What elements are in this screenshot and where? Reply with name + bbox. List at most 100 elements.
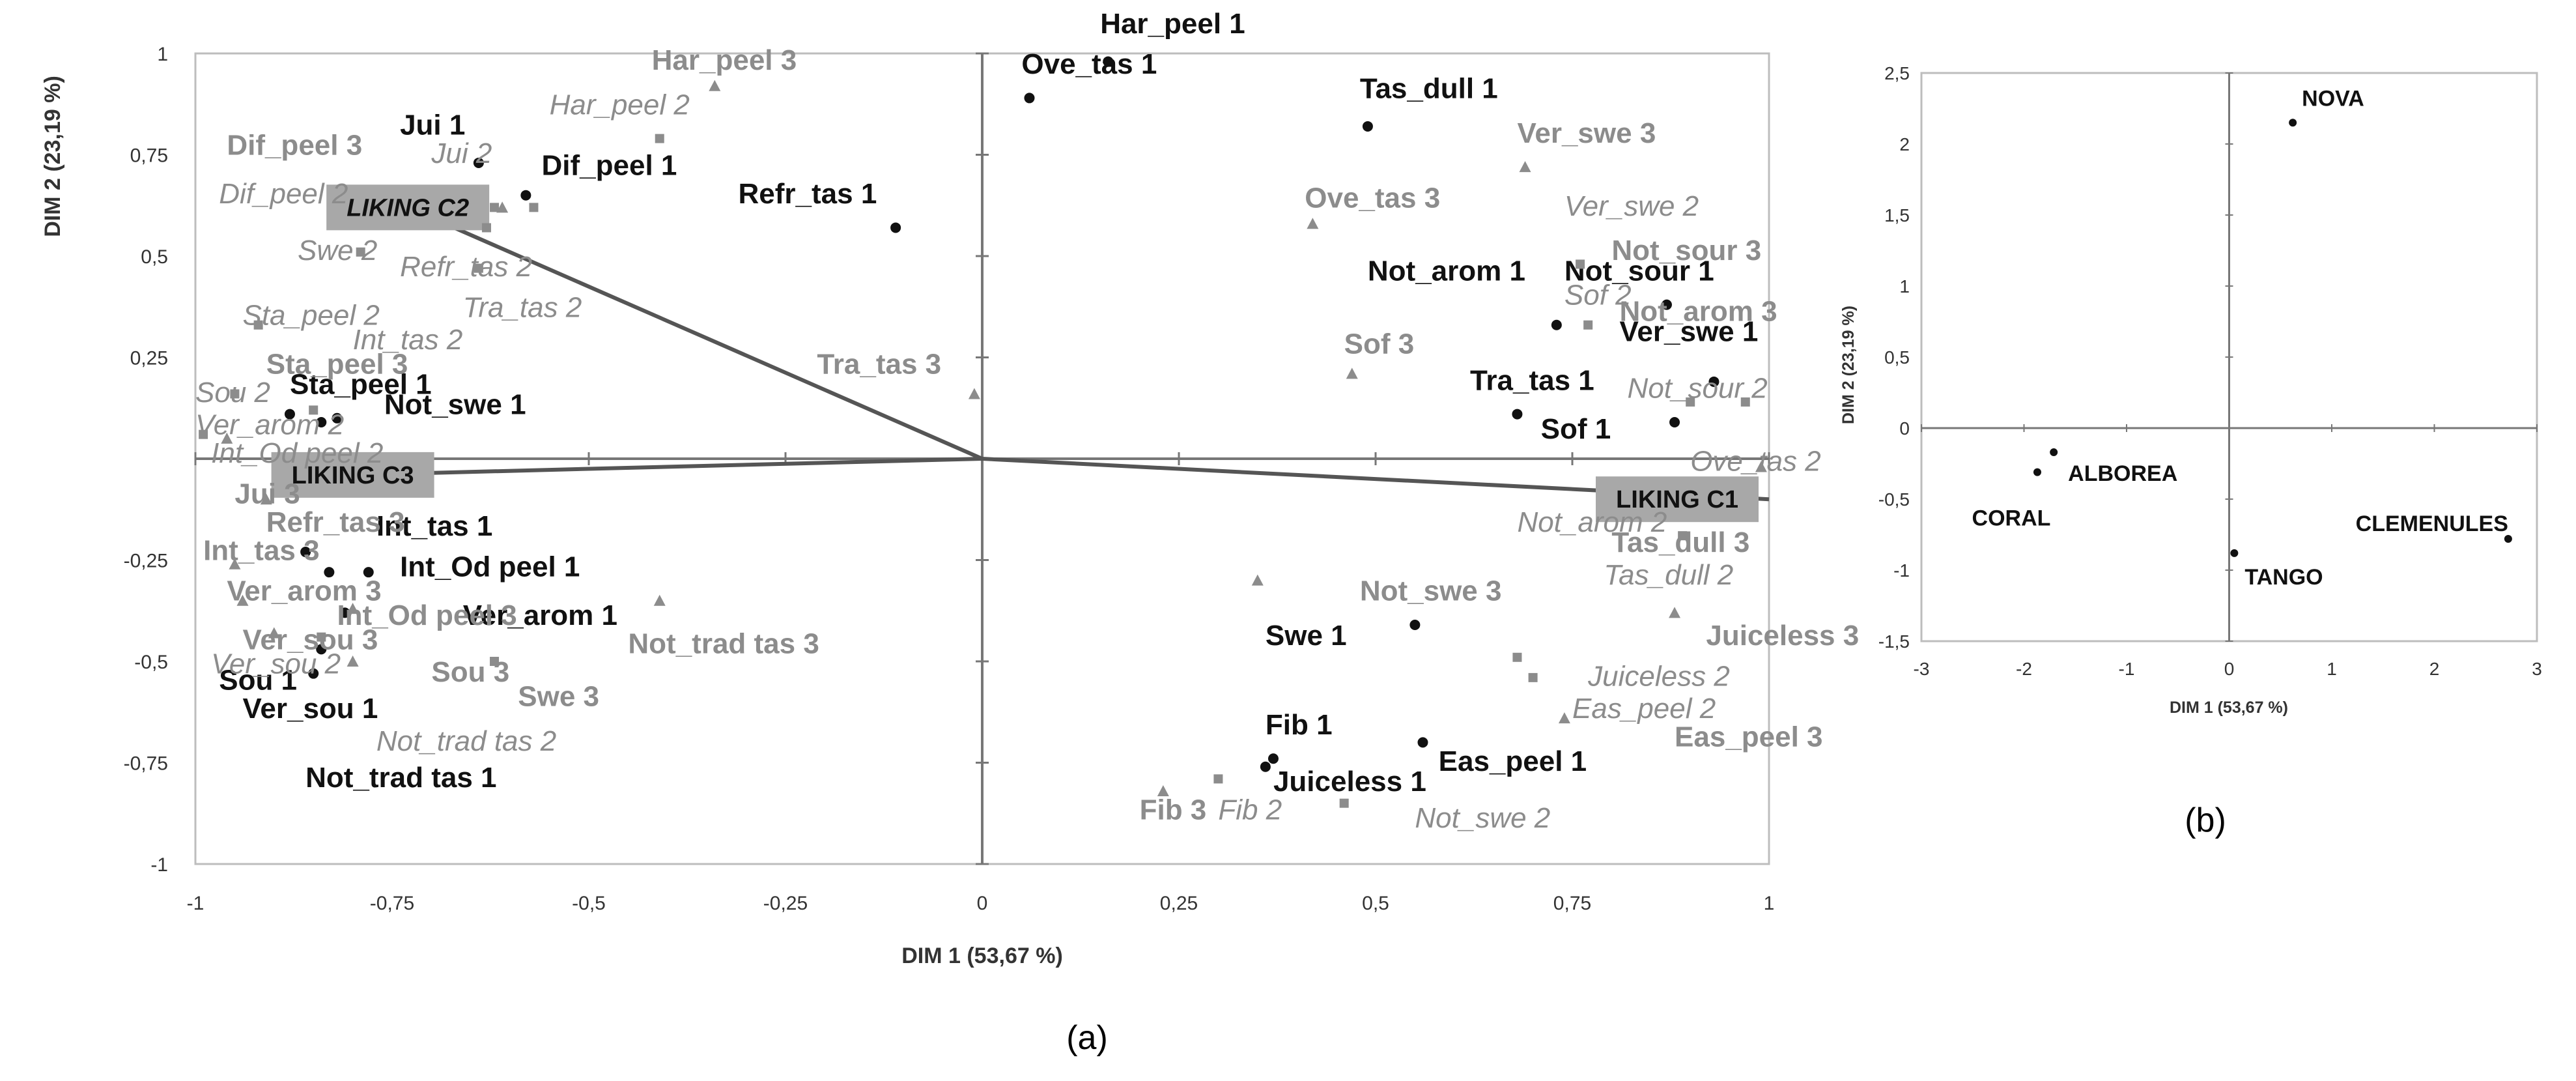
panel-b: -3 -2 -1 0 1 2 3 2,5 2 1,5 1 0,5 0 -0,5 -1 -1,5 NOVA ALB…: [1839, 63, 2542, 839]
label-swe-1: Swe 1: [1266, 620, 1347, 652]
b-y-tick-label: -1: [1893, 560, 1910, 581]
b-y-tick-label: -1,5: [1878, 631, 1910, 652]
label-fib-1: Fib 1: [1266, 709, 1333, 741]
point-ver-sou-3: [268, 627, 280, 639]
point-sou-1: [308, 668, 319, 679]
y-tick-label: 0,25: [130, 348, 168, 369]
label-eas-peel-2: Eas_peel 2: [1572, 693, 1716, 725]
y-tick-label: 0,75: [130, 145, 168, 167]
b-y-tick-label: 1: [1899, 276, 1910, 296]
point-swe-3: [490, 657, 500, 666]
point-juiceless-3: [1669, 607, 1681, 618]
x-tick-label: 0,25: [1160, 893, 1198, 914]
panel-b-points: NOVA ALBOREA CORAL TANGO CLEMENULES: [1972, 86, 2512, 590]
point-ove-tas-3: [1307, 218, 1319, 229]
label-tra-tas-2: Tra_tas 2: [463, 291, 582, 323]
label-not-sour-1: Not_sour 1: [1564, 255, 1714, 287]
label-fib-3: Fib 3: [1140, 794, 1207, 826]
point-juiceless-2: [1512, 652, 1522, 662]
point-dif-peel-3: [496, 201, 509, 213]
point-ove-tas-2: [1755, 461, 1767, 472]
point-sof-3: [1346, 368, 1358, 379]
point-ver-arom-1: [339, 607, 350, 618]
label-ver-sou-3: Ver_sou 3: [242, 624, 378, 656]
label-eas-peel-1: Eas_peel 1: [1439, 745, 1587, 777]
point-dif-peel-2: [529, 203, 539, 212]
point-int-od-peel-1: [363, 567, 374, 578]
y-tick-label: 0,5: [141, 246, 168, 268]
b-x-tick-label: 0: [2224, 659, 2235, 679]
point-juiceless-1: [1260, 761, 1271, 772]
label-ove-tas-2: Ove_tas 2: [1690, 446, 1821, 478]
b-x-tick-label: -2: [2016, 659, 2032, 679]
point-jui-1: [473, 157, 484, 168]
panel-b-x-axis-label: DIM 1 (53,67 %): [2170, 699, 2288, 717]
point-ver-swe-2: [1576, 259, 1585, 269]
cultivar-label-coral: CORAL: [1972, 506, 2051, 531]
panel-b-caption: (b): [2185, 801, 2226, 839]
label-int-od-peel-3: Int_Od peel 3: [337, 599, 517, 631]
point-not-sour-2: [1740, 397, 1750, 407]
label-not-swe-2: Not_swe 2: [1415, 802, 1550, 834]
liking-vectors: LIKING C1 LIKING C2 LIKING C3: [271, 184, 1770, 523]
label-sta-peel-2: Sta_peel 2: [242, 300, 379, 332]
label-eas-peel-3: Eas_peel 3: [1675, 721, 1823, 753]
label-ver-arom-1: Ver_arom 1: [463, 599, 617, 631]
point-int-tas-1b: [324, 567, 335, 578]
cultivar-point-alborea: [2050, 448, 2058, 457]
panel-a-caption: (a): [1066, 1019, 1108, 1057]
label-not-swe-1: Not_swe 1: [384, 389, 526, 421]
label-tra-tas-1: Tra_tas 1: [1470, 364, 1594, 396]
point-tra-tas-2: [474, 263, 483, 273]
label-refr-tas-3: Refr_tas 3: [266, 506, 405, 538]
label-not-sour-3: Not_sour 3: [1611, 235, 1761, 267]
b-x-tick-label: -1: [2119, 659, 2135, 679]
b-x-tick-label: -3: [1914, 659, 1930, 679]
label-ver-arom-3: Ver_arom 3: [227, 575, 381, 607]
point-not-swe-1: [316, 417, 327, 428]
y-tick-label: -1: [150, 854, 168, 876]
b-y-tick-label: 0,5: [1884, 347, 1910, 368]
point-not-sour-1: [1661, 299, 1672, 310]
label-not-trad-tas-1: Not_trad tas 1: [305, 762, 496, 794]
cultivar-point-tango: [2230, 549, 2239, 557]
point-swe-2: [356, 247, 365, 257]
label-tas-dull-3: Tas_dull 3: [1611, 526, 1749, 558]
point-ver-swe-3: [1519, 161, 1531, 173]
label-juiceless-1: Juiceless 1: [1273, 766, 1426, 798]
x-tick-label: -1: [187, 893, 205, 914]
point-not-swe-3: [1251, 574, 1264, 586]
y-tick-label: -0,25: [124, 551, 168, 572]
label-ver-arom-2: Ver_arom 2: [195, 409, 344, 441]
panel-a-points: Har_peel 1 Ove_tas 1 Tas_dull 1 Refr_tas 1 J…: [195, 8, 1859, 834]
label-ove-tas-1: Ove_tas 1: [1021, 48, 1157, 80]
b-x-tick-label: 1: [2327, 659, 2337, 679]
point-dif-peel-1: [520, 190, 531, 201]
point-eas-peel-1: [1417, 737, 1428, 748]
panel-a-y-axis-label: DIM 2 (23,19 %): [40, 76, 65, 237]
b-y-tick-label: 1,5: [1884, 205, 1910, 225]
label-har-peel-2: Har_peel 2: [550, 89, 690, 121]
x-tick-label: -0,5: [572, 893, 606, 914]
label-ver-swe-1: Ver_swe 1: [1619, 316, 1758, 348]
panel-a-x-axis-label: DIM 1 (53,67 %): [901, 944, 1063, 968]
y-tick-label: -0,5: [134, 652, 168, 673]
label-sof-3: Sof 3: [1344, 328, 1415, 360]
cultivar-label-clemenules: CLEMENULES: [2356, 512, 2508, 536]
label-int-od-peel-1: Int_Od peel 1: [400, 551, 580, 583]
label-ver-swe-3: Ver_swe 3: [1517, 117, 1656, 149]
point-int-tas-2: [309, 405, 318, 415]
label-har-peel-1: Har_peel 1: [1100, 8, 1245, 40]
label-not-arom-3: Not_arom 3: [1619, 296, 1777, 328]
label-not-swe-3: Not_swe 3: [1360, 575, 1502, 607]
point-refr-tas-2: [481, 223, 491, 233]
point-fib-3: [1157, 785, 1169, 797]
label-tra-tas-3: Tra_tas 3: [817, 348, 941, 380]
liking-box-liking-c1: [1596, 476, 1759, 523]
point-har-peel-1: [1103, 56, 1114, 67]
liking-vector-liking-c3: [352, 457, 983, 477]
label-refr-tas-2: Refr_tas 2: [400, 251, 532, 283]
b-x-tick-label: 2: [2429, 659, 2440, 679]
point-eas-peel-2: [1528, 672, 1538, 682]
point-sof-1: [1669, 417, 1680, 428]
